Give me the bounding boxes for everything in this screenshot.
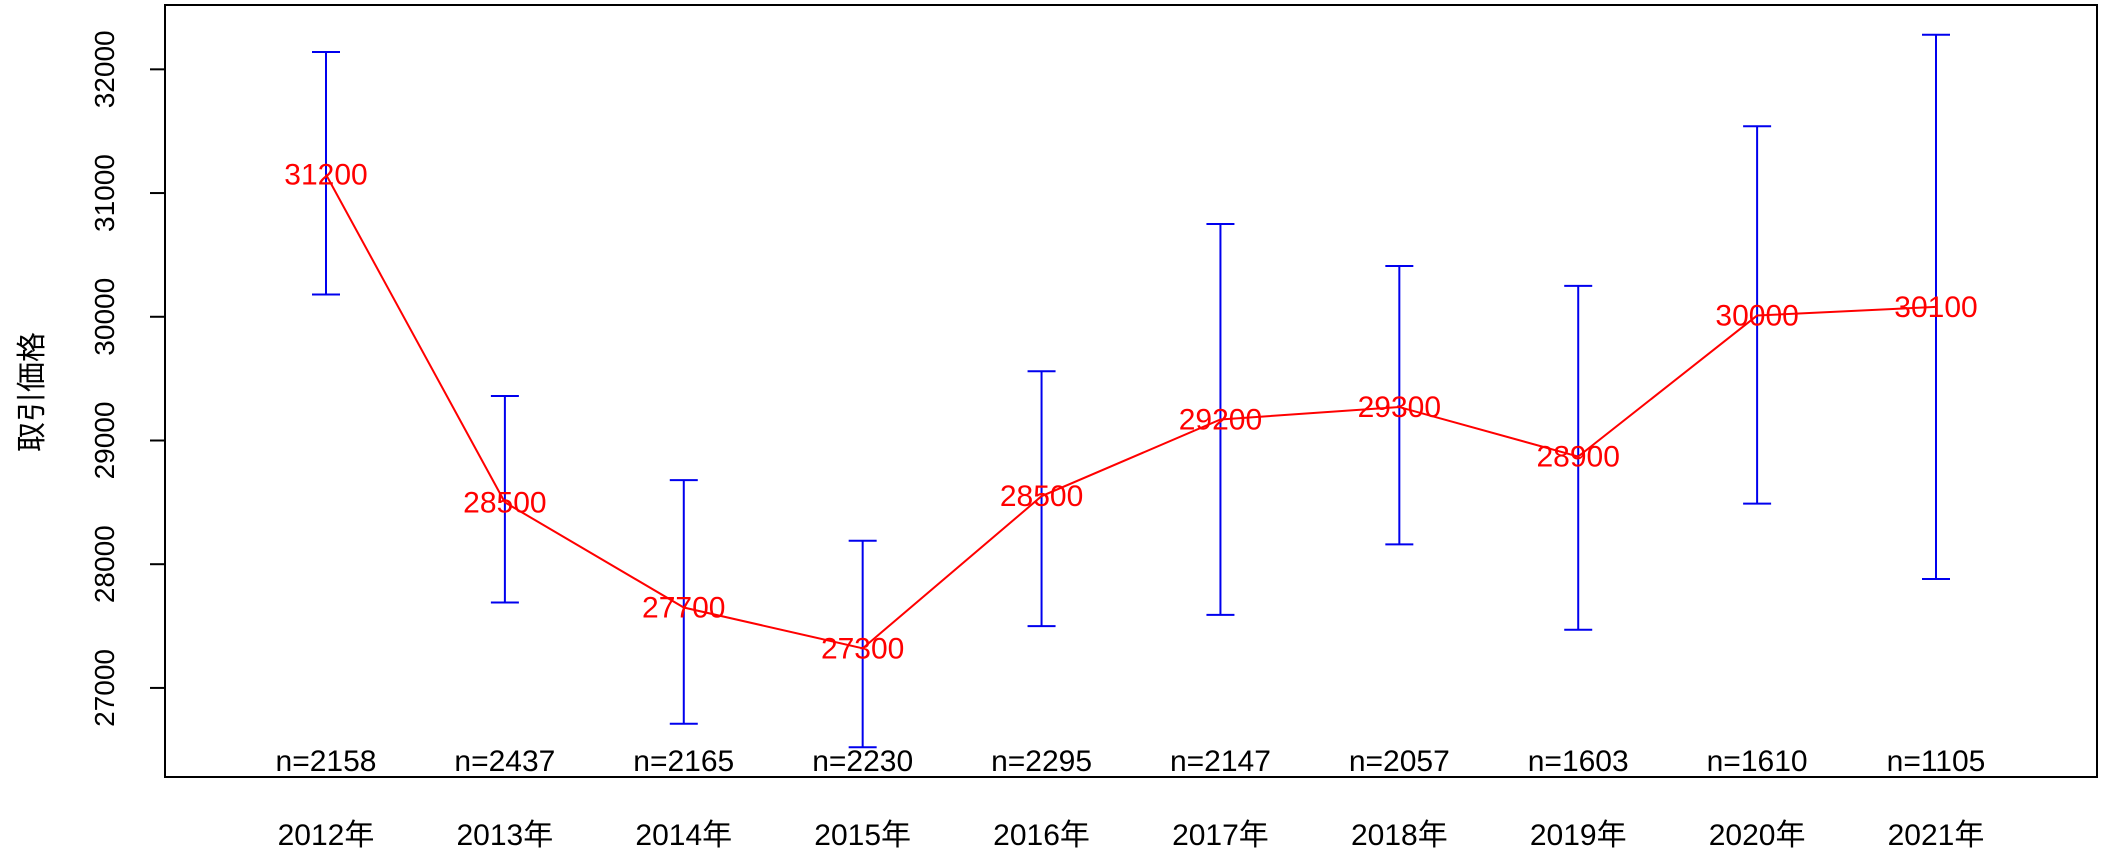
line-series (325, 174, 1937, 650)
sample-size-label: n=2158 (276, 745, 377, 778)
error-bars (312, 33, 1950, 749)
data-label: 28900 (1537, 441, 1620, 474)
x-axis: 2012年 2013年 2014年 2015年 2016年 2017年 2018年 2019年… (278, 819, 1985, 852)
data-label: 30000 (1715, 300, 1798, 333)
y-tick-label: 31000 (89, 154, 120, 232)
x-tick-label: 2014年 (635, 819, 732, 852)
data-label: 27700 (642, 592, 725, 625)
x-tick-label: 2013年 (457, 819, 554, 852)
sample-size-label: n=2057 (1349, 745, 1450, 778)
sample-size-label: n=2230 (812, 745, 913, 778)
sample-size-label: n=1105 (1887, 745, 1986, 778)
n-labels: n=2158 n=2437 n=2165 n=2230 n=2295 n=2147 n=20… (276, 745, 1986, 778)
sample-size-label: n=1603 (1528, 745, 1629, 778)
sample-size-label: n=2295 (991, 745, 1092, 778)
sample-size-label: n=2165 (633, 745, 734, 778)
sample-size-label: n=2437 (454, 745, 555, 778)
y-tick-label: 29000 (89, 402, 120, 480)
x-tick-label: 2018年 (1351, 819, 1448, 852)
x-tick-label: 2021年 (1888, 819, 1985, 852)
data-label: 30100 (1894, 291, 1977, 324)
x-tick-label: 2016年 (993, 819, 1090, 852)
x-tick-label: 2020年 (1709, 819, 1806, 852)
data-label: 29200 (1179, 403, 1262, 436)
y-tick-label: 32000 (89, 30, 120, 108)
sample-size-label: n=1610 (1707, 745, 1808, 778)
data-label: 27300 (821, 632, 904, 665)
sample-size-label: n=2147 (1170, 745, 1271, 778)
y-tick-label: 28000 (89, 525, 120, 603)
x-tick-label: 2015年 (814, 819, 911, 852)
value-labels: 31200 28500 27700 27300 28500 29200 29300 28900… (284, 158, 1977, 665)
x-tick-label: 2012年 (278, 819, 375, 852)
x-tick-label: 2017年 (1172, 819, 1269, 852)
plot-box (164, 4, 2098, 778)
y-tick-label: 27000 (89, 649, 120, 727)
y-axis-title: 取引価格 (16, 332, 49, 452)
data-label: 29300 (1358, 391, 1441, 424)
y-axis: 27000 28000 29000 30000 31000 32000 (89, 30, 166, 727)
data-label: 31200 (284, 158, 367, 191)
x-tick-label: 2019年 (1530, 819, 1627, 852)
data-label: 28500 (463, 486, 546, 519)
data-label: 28500 (1000, 480, 1083, 513)
y-tick-label: 30000 (89, 278, 120, 356)
price-line (325, 174, 1937, 650)
